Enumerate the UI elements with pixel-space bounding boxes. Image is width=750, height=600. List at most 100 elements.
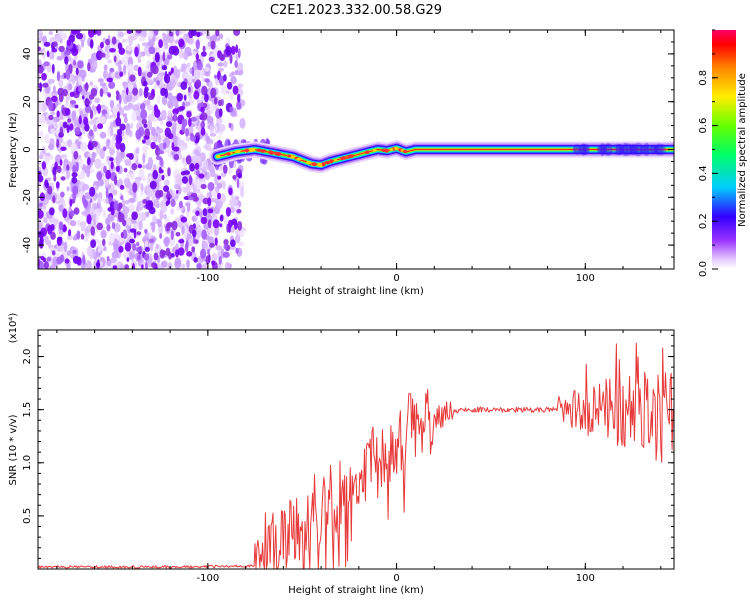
noise-speckle [177,247,185,256]
noise-speckle [186,251,193,257]
noise-speckle [111,36,117,45]
noise-speckle [56,71,61,82]
noise-speckle [109,157,114,162]
noise-speckle [219,223,223,228]
noise-speckle [92,202,98,210]
noise-speckle [119,123,126,131]
noise-speckle [52,195,56,204]
noise-speckle [122,229,128,240]
noise-speckle [123,116,128,124]
noise-speckle [213,225,220,236]
noise-speckle [74,127,81,135]
noise-speckle [116,94,119,101]
noise-speckle [170,253,175,258]
noise-speckle [129,238,136,244]
noise-speckle [168,71,172,76]
noise-speckle [125,153,132,158]
noise-speckle [178,239,185,244]
noise-speckle [97,123,104,130]
noise-speckle [86,246,93,257]
noise-speckle [162,51,166,62]
noise-speckle [202,208,208,217]
noise-speckle [109,99,115,109]
noise-speckle [185,202,191,207]
noise-speckle [80,227,86,232]
noise-speckle [126,87,129,96]
noise-speckle [38,46,42,51]
noise-speckle [104,177,110,187]
noise-speckle [174,260,182,269]
noise-speckle [162,44,166,54]
noise-speckle [60,176,66,181]
noise-speckle [167,92,173,101]
track-core-speckle [329,159,334,164]
x-tick-label: 100 [576,273,595,284]
noise-speckle [209,139,214,145]
noise-speckle [188,175,193,186]
track-core-speckle [306,161,312,165]
noise-speckle [228,122,232,128]
noise-speckle [117,212,125,223]
track-broadening-speckle [634,145,642,154]
noise-speckle [161,260,168,268]
noise-speckle [181,118,188,128]
noise-speckle [156,80,161,86]
noise-speckle [229,226,235,233]
noise-speckle [157,127,164,134]
noise-speckle [126,172,133,178]
noise-speckle [127,102,134,110]
noise-speckle [218,123,226,132]
track-core-speckle [268,150,273,155]
noise-speckle [225,90,230,95]
noise-speckle [149,242,154,251]
noise-speckle [142,164,146,170]
noise-speckle [163,236,170,248]
noise-speckle [210,40,216,50]
noise-speckle [157,219,163,228]
noise-speckle [196,31,201,38]
track-broadening-speckle [600,142,605,157]
noise-speckle [213,97,218,105]
noise-speckle [48,114,54,121]
noise-speckle [64,50,67,56]
noise-speckle [143,253,150,261]
track-core-speckle [383,149,389,152]
noise-speckle [96,50,103,61]
spectrogram-panel: -100 0 100 -40 -20 0 20 40 Height of straight … [8,29,675,297]
noise-speckle [200,106,205,113]
noise-speckle [64,56,69,65]
noise-speckle [233,220,238,230]
noise-speckle [122,113,128,118]
noise-speckle [229,72,233,78]
noise-speckle [60,154,68,159]
noise-speckle [178,38,185,48]
noise-speckle [180,81,188,90]
track-broadening-speckle [625,144,636,155]
track-core-speckle [365,150,370,154]
x-tick-label: 100 [576,573,595,584]
noise-speckle [58,92,64,103]
y-tick-label: 2.0 [22,349,33,365]
noise-speckle [138,220,143,231]
noise-speckle [159,169,164,174]
noise-speckle [106,224,111,232]
track-broadening-speckle [643,142,650,157]
noise-speckle [190,116,197,122]
noise-speckle [150,126,156,136]
track-broadening-speckle [579,143,587,156]
noise-speckle [166,121,173,128]
noise-speckle [72,164,76,175]
snr-y-label: SNR (10 * v/v) [8,414,19,485]
noise-speckle [214,237,218,246]
noise-speckle [71,176,78,184]
noise-speckle [88,141,92,151]
noise-speckle [186,111,192,118]
noise-speckle [181,225,185,235]
noise-speckle [131,163,138,171]
noise-speckle [109,67,115,73]
noise-speckle [226,81,233,90]
spectrogram-x-axis: -100 0 100 [56,30,662,284]
noise-speckle [83,199,89,208]
noise-speckle [87,62,91,72]
noise-speckle [78,115,82,125]
